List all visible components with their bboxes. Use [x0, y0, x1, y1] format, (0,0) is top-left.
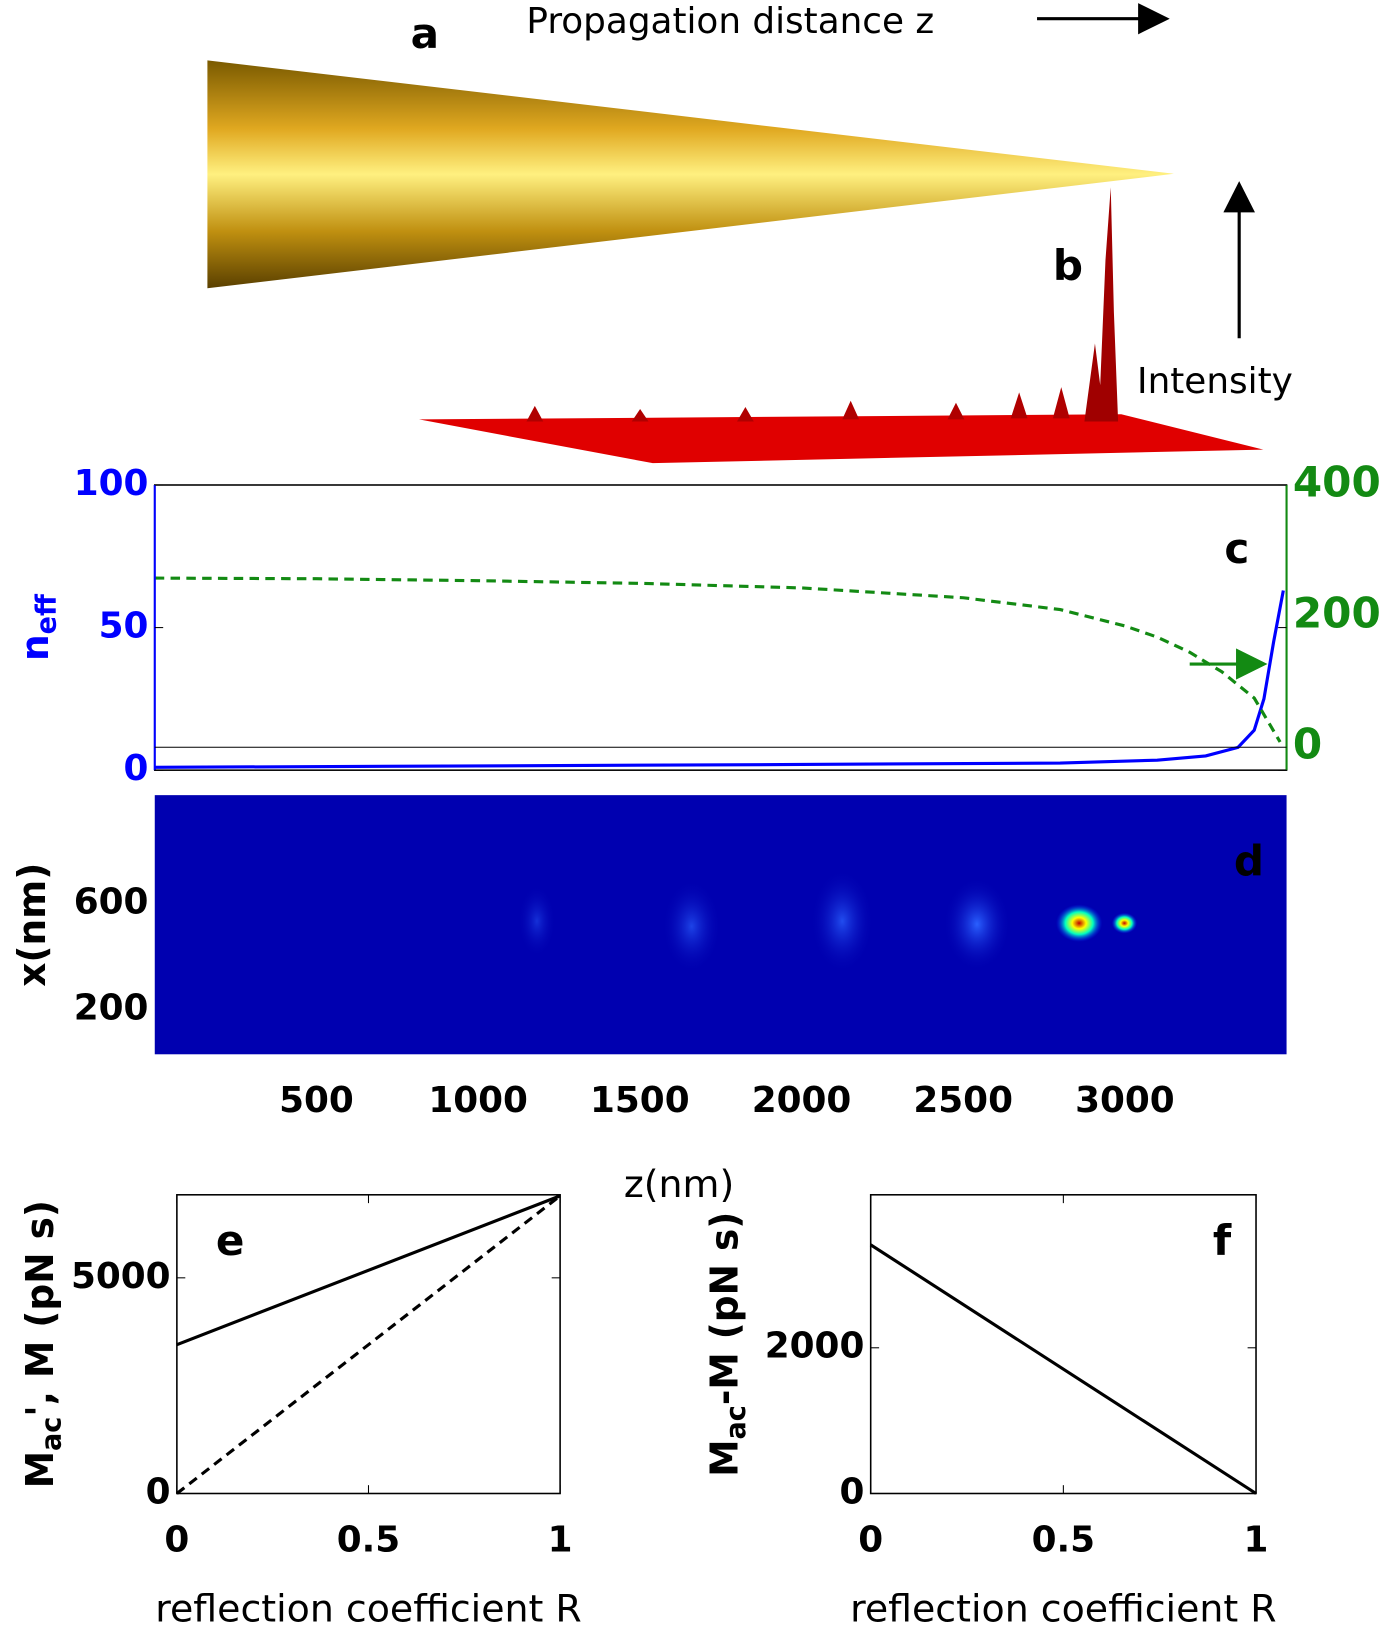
- y2-tick-label: 400: [1293, 458, 1381, 507]
- spot: [662, 879, 722, 974]
- intensity-label: Intensity: [1137, 361, 1293, 402]
- panel-label: b: [1053, 241, 1083, 290]
- frame: [869, 1194, 1257, 1495]
- y-label-sub: ac: [36, 1417, 67, 1451]
- x-tick-label: 500: [279, 1080, 354, 1121]
- y-tick-label: 0: [124, 748, 149, 789]
- y-label-main: M: [702, 1439, 746, 1476]
- y-label-rest: -M (pN s): [702, 1212, 746, 1406]
- y-tick-label: 0: [839, 1472, 864, 1513]
- series-line: [154, 576, 1282, 743]
- x-tick-label: 0: [164, 1519, 189, 1560]
- frame: [153, 484, 1288, 771]
- x-tick-label: 0: [858, 1519, 883, 1560]
- y-tick-label: 2000: [765, 1326, 865, 1367]
- cone: [207, 60, 1174, 289]
- y-label-rest: ', M (pN s): [17, 1200, 61, 1417]
- x-tick-label: 2000: [752, 1080, 852, 1121]
- x-tick-label: 1: [1244, 1519, 1269, 1560]
- y-tick-label: 100: [74, 463, 149, 504]
- series-line: [175, 1194, 562, 1495]
- x-tick-label: 0.5: [1032, 1519, 1095, 1560]
- series-line: [869, 1243, 1257, 1495]
- y2-tick-label: 200: [1293, 589, 1381, 638]
- spot: [810, 869, 874, 974]
- y-axis-label: Mac', M (pN s): [17, 1200, 67, 1488]
- y-axis-label: Mac-M (pN s): [702, 1212, 752, 1477]
- y-tick-label: 5000: [71, 1256, 171, 1297]
- x-tick-label: 1500: [590, 1080, 690, 1121]
- x-axis-label: reflection coefficient R: [155, 1587, 582, 1631]
- y-axis-label: neff: [12, 593, 62, 661]
- y-tick-label: 0: [146, 1472, 171, 1513]
- spot: [517, 884, 556, 958]
- y-tick-label: 200: [74, 987, 149, 1028]
- x-tick-label: 3000: [1075, 1080, 1175, 1121]
- x-axis-label: reflection coefficient R: [850, 1587, 1277, 1631]
- panel-label: d: [1234, 836, 1264, 885]
- y-label-main: n: [12, 634, 56, 661]
- y-label-sub: eff: [31, 593, 62, 634]
- panel-label: f: [1213, 1216, 1232, 1265]
- spot: [1055, 904, 1103, 942]
- series-line: [154, 590, 1285, 769]
- propagation-label: Propagation distance z: [526, 1, 934, 42]
- panel-label: c: [1224, 524, 1249, 573]
- y2-tick-label: 0: [1293, 720, 1322, 769]
- intensity-ripples: [526, 387, 1070, 422]
- y-label-main: M: [17, 1451, 61, 1488]
- x-tick-label: 1000: [428, 1080, 528, 1121]
- panel-label: a: [411, 9, 439, 58]
- heatmap-spots: [517, 869, 1138, 974]
- panel-label: e: [216, 1216, 245, 1265]
- x-axis-label: z(nm): [624, 1162, 734, 1206]
- y-tick-label: 50: [99, 606, 149, 647]
- y-axis-label: x(nm): [9, 863, 53, 987]
- y-label-main: x(nm): [9, 863, 53, 987]
- x-tick-label: 1: [548, 1519, 573, 1560]
- x-tick-label: 2500: [913, 1080, 1013, 1121]
- illustration: a Propagation distance z b Intensity: [207, 1, 1293, 464]
- y-label-sub: ac: [720, 1405, 751, 1439]
- intensity-plane: [419, 414, 1264, 464]
- spot: [943, 877, 1011, 972]
- intensity-peak: [1084, 187, 1119, 422]
- spot: [1111, 912, 1138, 934]
- x-tick-label: 0.5: [337, 1519, 400, 1560]
- series-line: [176, 1194, 561, 1347]
- y-tick-label: 600: [74, 882, 149, 923]
